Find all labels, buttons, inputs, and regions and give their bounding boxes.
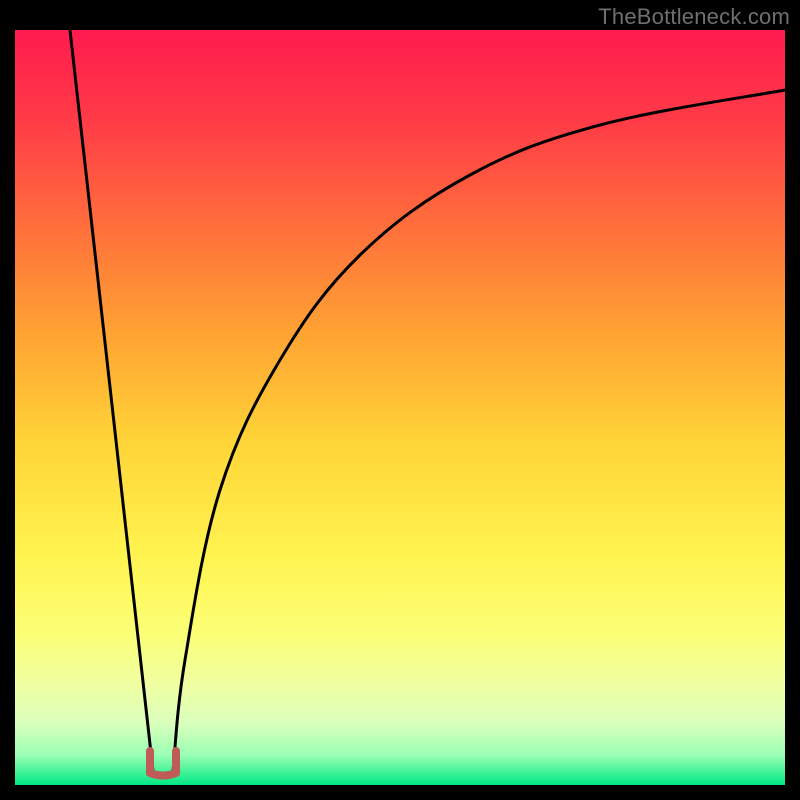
bottleneck-chart (0, 0, 800, 800)
chart-stage: TheBottleneck.com (0, 0, 800, 800)
plot-gradient-background (15, 30, 785, 785)
